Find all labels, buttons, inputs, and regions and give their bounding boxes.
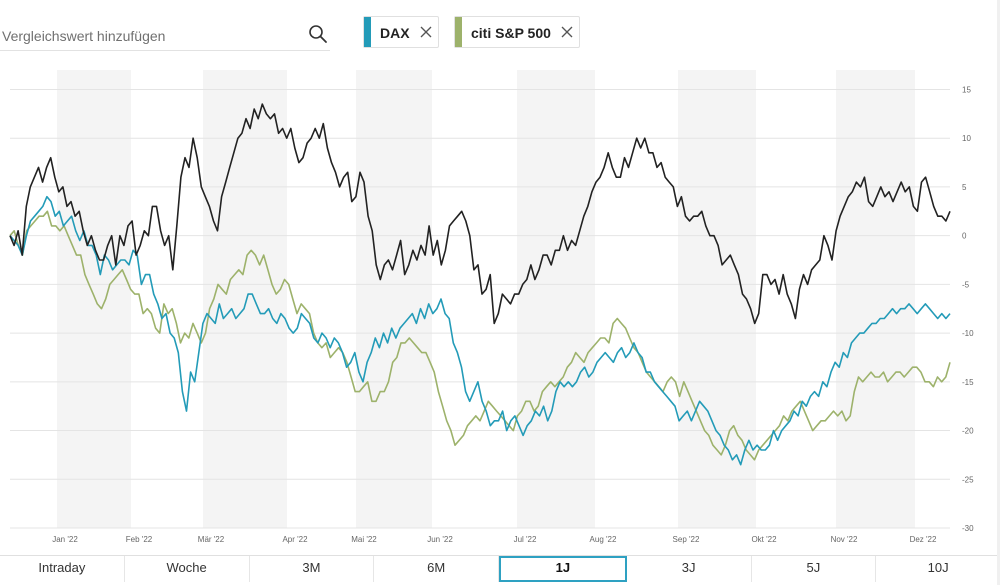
- x-tick-label: Sep '22: [673, 535, 700, 544]
- tab-woche[interactable]: Woche: [125, 556, 250, 582]
- y-tick-label: 0: [962, 232, 967, 241]
- chip-label: DAX: [380, 25, 410, 41]
- y-tick-label: -15: [962, 378, 974, 387]
- search-box[interactable]: [0, 18, 330, 51]
- scrollbar[interactable]: [997, 0, 1000, 585]
- month-band: [203, 70, 287, 528]
- chip-dax[interactable]: DAX: [363, 16, 439, 48]
- tab-3j[interactable]: 3J: [627, 556, 752, 582]
- month-band: [678, 70, 756, 528]
- x-tick-label: Aug '22: [590, 535, 617, 544]
- x-tick-label: Mai '22: [351, 535, 377, 544]
- month-band: [57, 70, 131, 528]
- tab-1j[interactable]: 1J: [499, 556, 627, 582]
- y-tick-label: 15: [962, 85, 971, 94]
- y-tick-label: 5: [962, 183, 967, 192]
- x-tick-label: Dez '22: [910, 535, 937, 544]
- series-line-dax: [9, 195, 951, 466]
- chip-citi-sp500[interactable]: citi S&P 500: [454, 16, 580, 48]
- tab-10j[interactable]: 10J: [927, 560, 949, 575]
- tab-3m[interactable]: 3M: [250, 556, 375, 582]
- search-icon[interactable]: [308, 24, 328, 44]
- y-tick-label: -25: [962, 475, 974, 484]
- x-tick-label: Okt '22: [751, 535, 777, 544]
- series-line-citi-s-p-500: [9, 210, 951, 461]
- close-icon[interactable]: [561, 26, 573, 38]
- close-icon[interactable]: [420, 26, 432, 38]
- chip-color-bar: [455, 17, 462, 47]
- tab-5j[interactable]: 5J: [752, 556, 877, 582]
- y-tick-label: -20: [962, 427, 974, 436]
- x-tick-label: Nov '22: [831, 535, 858, 544]
- month-band: [836, 70, 915, 528]
- y-tick-label: -30: [962, 524, 974, 533]
- x-tick-label: Apr '22: [282, 535, 308, 544]
- chip-color-bar: [364, 17, 371, 47]
- x-tick-label: Mär '22: [198, 535, 225, 544]
- tab-6m[interactable]: 6M: [374, 556, 499, 582]
- tab-intraday[interactable]: Intraday: [0, 556, 125, 582]
- series-line-basiswert: [9, 103, 951, 325]
- month-band: [356, 70, 432, 528]
- y-tick-label: -5: [962, 280, 970, 289]
- x-tick-label: Jun '22: [427, 535, 453, 544]
- x-tick-label: Jan '22: [52, 535, 78, 544]
- y-tick-label: -10: [962, 329, 974, 338]
- y-tick-label: 10: [962, 134, 971, 143]
- x-tick-label: Jul '22: [514, 535, 537, 544]
- x-tick-label: Feb '22: [126, 535, 153, 544]
- search-input[interactable]: [2, 24, 292, 48]
- chart-area: 15 10 5 0 -5 -10 -15 -20 -25 -30 Jan '22 Feb '22 Mär…: [0, 70, 1000, 550]
- chip-label: citi S&P 500: [471, 25, 551, 41]
- comparison-chart: 15 10 5 0 -5 -10 -15 -20 -25 -30 Jan '22 Feb '22 Mär…: [9, 70, 974, 544]
- month-band: [517, 70, 595, 528]
- timeframe-tabs: Intraday Woche 3M 6M 1J 3J 5J 10J: [0, 555, 1000, 582]
